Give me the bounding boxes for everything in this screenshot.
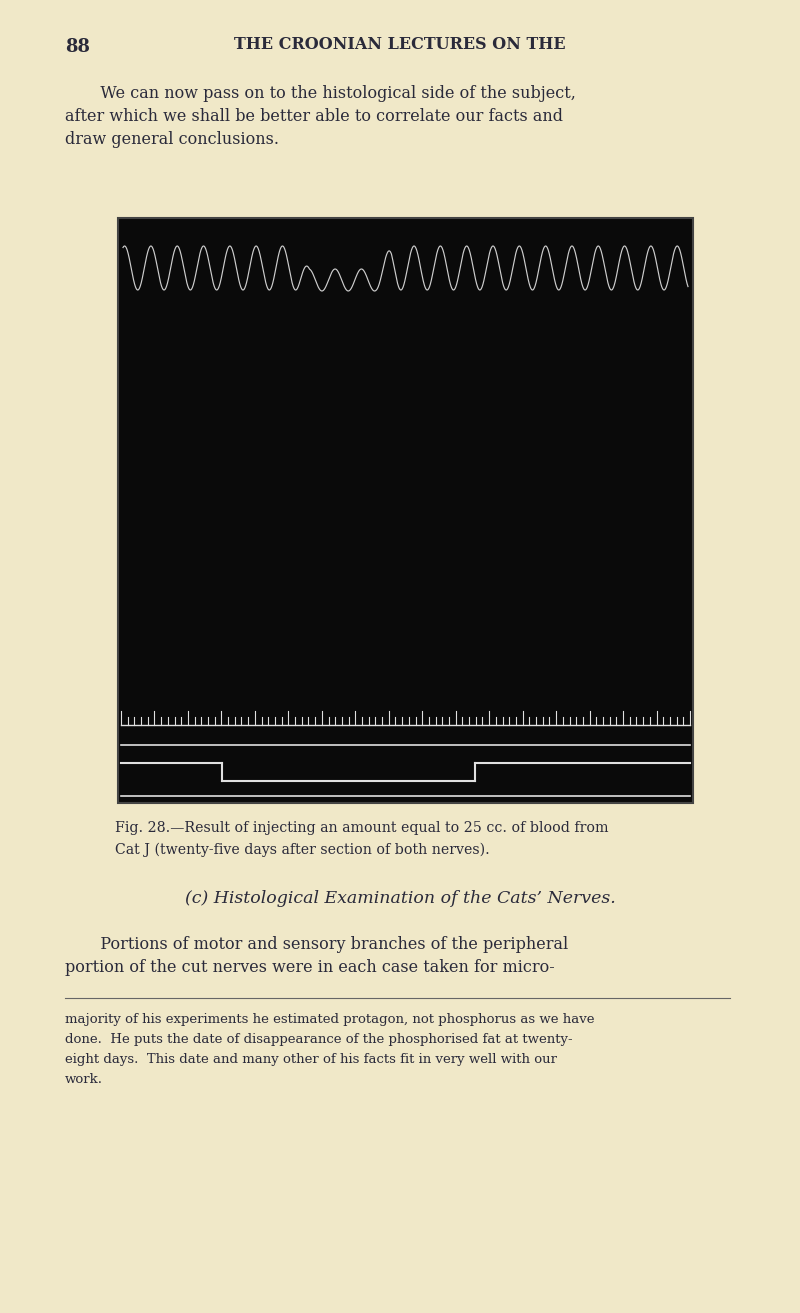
Text: Fig. 28.—Result of injecting an amount equal to 25 cc. of blood from: Fig. 28.—Result of injecting an amount e… (115, 821, 609, 835)
Text: Portions of motor and sensory branches of the peripheral: Portions of motor and sensory branches o… (85, 936, 568, 953)
Bar (118, 218, 693, 804)
Text: portion of the cut nerves were in each case taken for micro-: portion of the cut nerves were in each c… (65, 958, 554, 976)
Text: after which we shall be better able to correlate our facts and: after which we shall be better able to c… (65, 108, 563, 125)
Text: done.  He puts the date of disappearance of the phosphorised fat at twenty-: done. He puts the date of disappearance … (65, 1033, 573, 1046)
Text: majority of his experiments he estimated protagon, not phosphorus as we have: majority of his experiments he estimated… (65, 1014, 594, 1025)
Text: 88: 88 (65, 38, 90, 56)
Text: We can now pass on to the histological side of the subject,: We can now pass on to the histological s… (85, 85, 576, 102)
Text: (c) Histological Examination of the Cats’ Nerves.: (c) Histological Examination of the Cats… (185, 890, 615, 907)
Text: draw general conclusions.: draw general conclusions. (65, 131, 279, 148)
Text: eight days.  This date and many other of his facts fit in very well with our: eight days. This date and many other of … (65, 1053, 557, 1066)
Text: THE CROONIAN LECTURES ON THE: THE CROONIAN LECTURES ON THE (234, 35, 566, 53)
Text: Cat J (twenty-five days after section of both nerves).: Cat J (twenty-five days after section of… (115, 843, 490, 857)
Text: work.: work. (65, 1073, 103, 1086)
